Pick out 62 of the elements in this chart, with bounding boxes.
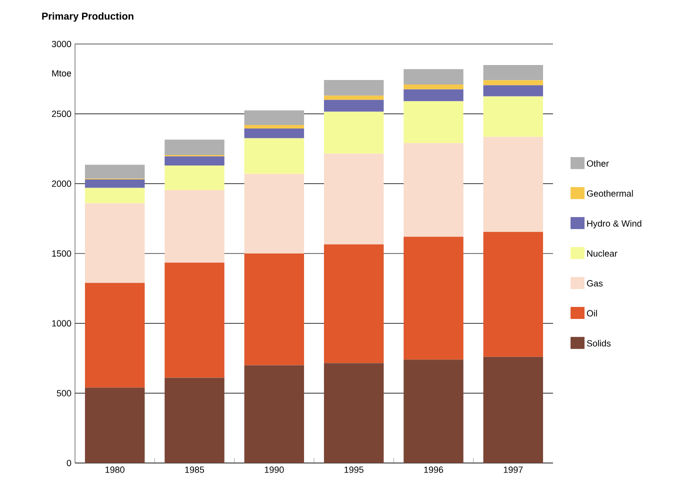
bar: [164, 156, 224, 166]
bar: [84, 164, 145, 179]
bar: [483, 80, 544, 86]
y-tick-label: 1500: [52, 250, 72, 257]
x-tick-label: 1990: [264, 466, 284, 473]
bar: [244, 138, 304, 174]
bar: [324, 80, 384, 96]
legend-label: Oil: [586, 310, 597, 317]
bar: [244, 253, 304, 366]
bar: [404, 143, 464, 237]
legend-label: Solids: [586, 340, 611, 347]
x-tick-label: 1980: [106, 466, 124, 473]
y-tick-label: 1000: [52, 320, 72, 327]
bar: [84, 203, 145, 283]
bar: [324, 154, 384, 244]
y-tick-label: 0: [66, 460, 72, 466]
bar: [164, 166, 224, 190]
legend-label: Gas: [586, 280, 603, 287]
y-axis-title: Mtoe: [52, 70, 72, 76]
legend-label: Nuclear: [587, 250, 618, 257]
bar: [324, 96, 384, 100]
bar: [324, 244, 384, 364]
bar: [244, 110, 304, 126]
bar: [404, 101, 464, 144]
bar: [244, 128, 304, 138]
bar: [324, 100, 384, 112]
bar: [404, 69, 464, 84]
y-tick-label: 2000: [52, 180, 72, 187]
bar: [244, 174, 304, 254]
bar: [404, 360, 464, 463]
bar: [244, 365, 304, 463]
bar: [404, 236, 464, 360]
bar: [164, 262, 224, 378]
bar: [164, 190, 224, 263]
bar: [483, 356, 544, 463]
bar: [84, 388, 145, 463]
bar: [483, 136, 544, 232]
bar: [404, 89, 464, 102]
x-tick-label: 1997: [504, 466, 523, 473]
bar: [483, 64, 544, 80]
bar: [324, 112, 384, 154]
bar: [483, 85, 544, 96]
bar: [164, 140, 224, 156]
bar: [404, 84, 464, 90]
bar: [84, 282, 145, 388]
legend-label: Hydro & Wind: [587, 220, 642, 228]
chart-title: Primary Production: [42, 12, 134, 22]
bar: [483, 232, 544, 357]
bar: [324, 363, 384, 463]
bar: [164, 378, 224, 463]
y-tick-label: 2500: [52, 110, 72, 118]
bar: [483, 96, 544, 137]
bar: [244, 125, 304, 128]
legend-label: Geothermal: [586, 190, 633, 197]
x-tick-label: 1985: [185, 466, 204, 473]
y-tick-label: 3000: [52, 40, 72, 48]
bar: [84, 188, 145, 204]
x-tick-label: 1995: [344, 466, 364, 473]
legend-label: Other: [586, 160, 609, 167]
y-tick-label: 500: [56, 390, 72, 396]
x-tick-label: 1996: [424, 466, 444, 473]
bar: [84, 179, 145, 188]
